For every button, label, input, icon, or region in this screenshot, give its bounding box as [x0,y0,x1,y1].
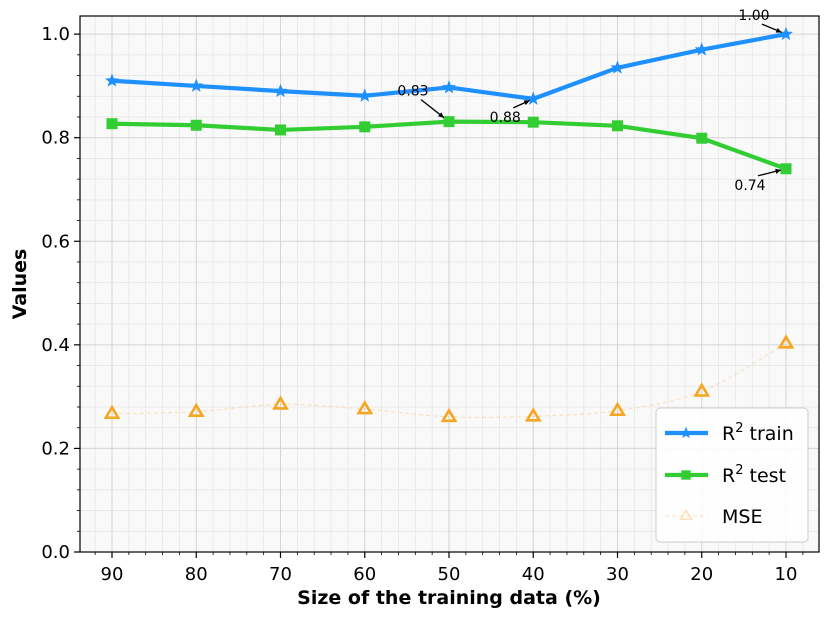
x-tick-label: 80 [185,564,208,585]
series-2 [103,334,795,423]
data-point [357,88,372,102]
data-point [359,121,371,133]
x-tick-label: 60 [353,564,376,585]
x-tick-label: 20 [690,564,713,585]
axis-ticks: 90 80 70 60 50 40 30 20 10 0.0 0.2 0.4 0.6 0.8 1.0 [41,24,804,585]
data-point [777,334,795,349]
legend-marker [681,470,691,480]
data-point [106,118,118,130]
x-tick-label: 50 [438,564,461,585]
data-point [273,83,288,98]
x-tick-label: 90 [101,564,124,585]
series-1 [106,116,792,175]
data-point [693,382,711,397]
annotation-label: 0.83 [397,84,428,100]
legend-label: R2 train [722,421,794,445]
data-point [612,120,623,132]
legend-item-1: R2 test [665,463,786,487]
data-point [187,402,205,417]
x-tick-label: 30 [606,564,629,585]
data-point [275,124,286,136]
annotation-arrowhead [438,112,444,118]
annotation-arrowhead [775,27,782,33]
annotation-label: 0.74 [734,178,765,194]
annotation: 0.83 [397,84,445,119]
legend-label: MSE [722,506,762,528]
series-0 [105,26,793,105]
x-tick-label: 10 [775,564,798,585]
y-tick-label: 0.8 [41,128,70,149]
y-tick-label: 0.0 [41,542,70,563]
data-point [524,407,542,422]
annotation: 0.74 [734,168,782,194]
legend-label: R2 test [722,463,786,487]
data-point [442,80,456,94]
data-point [272,395,289,410]
data-point [694,42,709,56]
y-tick-label: 0.4 [41,335,70,356]
data-point [356,400,374,415]
x-tick-label: 40 [522,564,545,585]
series-layer [103,26,795,423]
annotation-arrowhead [775,168,781,174]
annotation-arrowhead [523,100,530,106]
data-point [105,73,119,87]
legend-item-2: MSE [665,506,762,528]
data-point [610,60,625,74]
data-point [189,78,204,92]
annotation-label: 0.88 [490,110,521,126]
series-line [111,342,787,419]
legend-box [655,407,809,543]
data-point [609,401,626,416]
data-point [190,119,202,131]
data-point [780,163,792,175]
legend-item-0: R2 train [665,421,794,445]
legend-marker [679,508,693,521]
annotations: 1.000.830.880.74 [397,8,782,194]
x-axis-title: Size of the training data (%) [297,587,601,609]
y-tick-label: 0.2 [41,438,70,459]
legend-marker [679,426,693,439]
data-point [527,116,539,128]
data-point [103,404,121,420]
data-point [440,407,458,423]
y-tick-label: 1.0 [41,24,70,45]
data-point [443,116,455,128]
legend: R2 train R2 test MSE [655,407,809,543]
data-point [526,91,541,105]
y-axis-title: Values [9,249,31,320]
data-point [696,132,708,144]
x-tick-label: 70 [269,564,292,585]
y-tick-label: 0.6 [41,231,70,252]
annotation: 0.88 [490,99,530,126]
